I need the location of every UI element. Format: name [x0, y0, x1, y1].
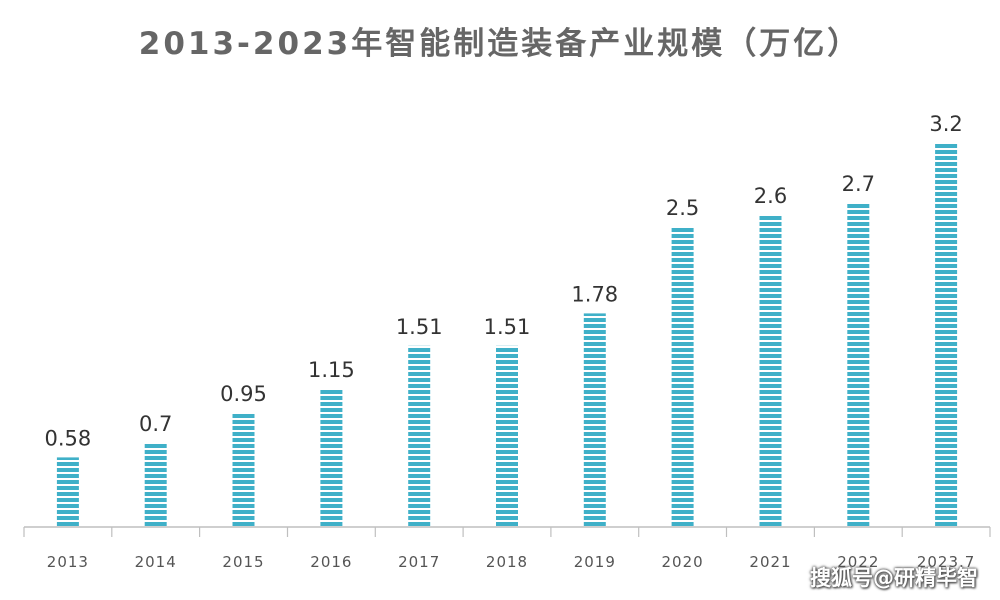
tick-label-2021: 2021 [749, 553, 791, 571]
value-label-2013: 0.58 [45, 426, 92, 450]
tick-label-2013: 2013 [47, 553, 89, 571]
value-label-2021: 2.6 [754, 184, 787, 208]
bar-2018 [496, 345, 518, 527]
bar-2023.7 [935, 143, 958, 527]
tick-label-2014: 2014 [135, 553, 177, 571]
value-label-2019: 1.78 [571, 282, 618, 306]
bar-2022 [847, 203, 870, 527]
value-label-2014: 0.7 [139, 412, 172, 436]
bar-2015 [232, 413, 255, 527]
chart-title: 2013-2023年智能制造装备产业规模（万亿） [138, 26, 862, 62]
value-label-2023.7: 3.2 [929, 112, 962, 136]
x-tick-labels: 2013 2014 2015 2016 2017 2018 2019 2020 2021 2022… [47, 553, 976, 571]
bar-2017 [408, 345, 431, 527]
tick-label-2023.7: 2023.7 [917, 553, 976, 571]
value-label-2022: 2.7 [842, 172, 875, 196]
value-label-2017: 1.51 [396, 315, 443, 339]
tick-label-2015: 2015 [222, 553, 264, 571]
bar-2021 [759, 215, 782, 527]
tick-label-2020: 2020 [662, 553, 704, 571]
tick-label-2018: 2018 [486, 553, 528, 571]
bar-2013 [56, 457, 79, 527]
bar-2020 [671, 227, 694, 527]
value-label-2016: 1.15 [308, 358, 355, 382]
value-labels: 0.58 0.7 0.95 1.15 1.51 1.51 1.78 2.5 2.6 2.7 3.2 [45, 112, 963, 450]
x-axis [23, 526, 991, 537]
tick-label-2019: 2019 [574, 553, 616, 571]
bar-2019 [583, 313, 606, 527]
tick-label-2017: 2017 [398, 553, 440, 571]
value-label-2020: 2.5 [666, 196, 699, 220]
bar-2016 [320, 389, 343, 527]
bar-2014 [144, 443, 167, 527]
value-label-2018: 1.51 [484, 315, 531, 339]
watermark: 搜狐号@研精毕智 [810, 566, 978, 590]
bars-layer [56, 143, 958, 527]
value-label-2015: 0.95 [220, 382, 267, 406]
tick-label-2022: 2022 [837, 553, 879, 571]
tick-label-2016: 2016 [310, 553, 352, 571]
